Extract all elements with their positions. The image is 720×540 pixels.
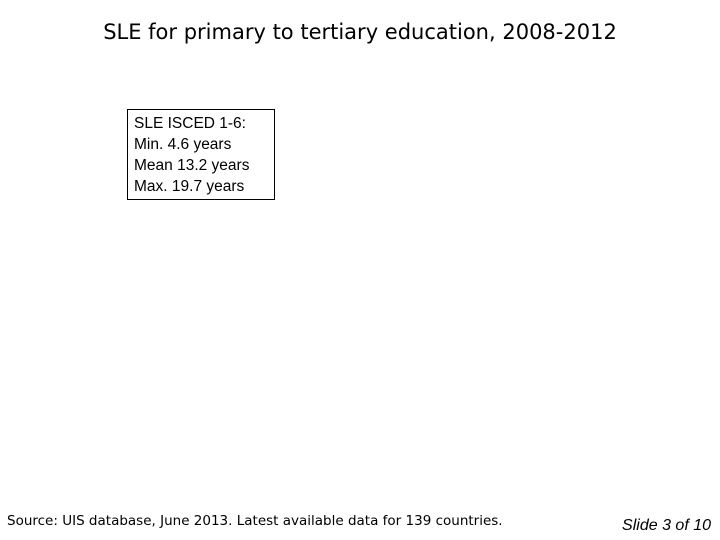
slide-title: SLE for primary to tertiary education, 2… (103, 20, 617, 44)
slide-number: Slide 3 of 10 (622, 517, 711, 534)
sle-max-value: Max. 19.7 years (134, 178, 245, 195)
sle-summary-box: SLE ISCED 1-6: Min. 4.6 years Mean 13.2 … (127, 109, 275, 200)
source-note: Source: UIS database, June 2013. Latest … (7, 513, 503, 529)
sle-mean-value: Mean 13.2 years (134, 157, 250, 174)
sle-summary-heading: SLE ISCED 1-6: (134, 115, 246, 132)
sle-min-value: Min. 4.6 years (134, 136, 232, 153)
